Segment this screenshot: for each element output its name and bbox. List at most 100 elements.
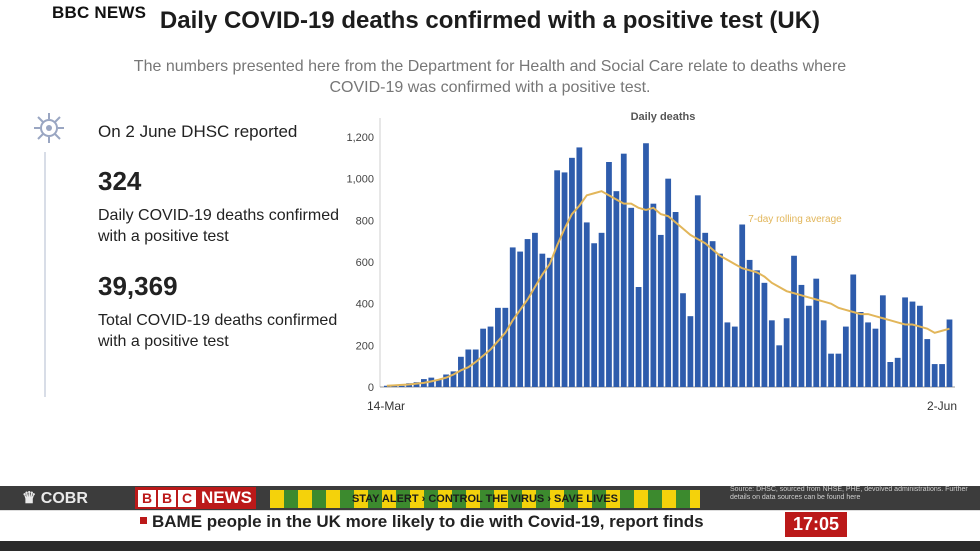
bar [902,297,908,387]
bar [805,305,812,387]
bar [783,318,790,387]
bar [939,364,945,387]
bar [650,203,657,387]
bar [924,339,931,387]
bar [813,278,820,387]
slide-subtitle: The numbers presented here from the Depa… [133,58,847,96]
total-deaths-value: 39,369 [98,271,178,301]
bar [628,207,635,387]
bar [398,385,405,387]
bar [435,379,442,387]
bar [909,301,916,387]
bar [946,319,953,387]
bar [857,312,864,387]
logo-block-b1: B [138,489,156,507]
bar [754,270,760,387]
bar [694,195,701,387]
logo-news-word: NEWS [201,488,252,507]
bar [643,143,649,387]
bar [702,232,709,387]
bar [620,153,627,387]
bar [717,253,723,387]
bar [591,243,598,387]
bar [791,255,797,387]
bar [709,241,716,387]
bbc-news-logo: B B C NEWS [135,487,256,509]
bar [613,191,620,387]
bar [820,320,827,387]
bar [672,212,679,387]
bar [828,353,834,387]
bar [687,316,694,387]
rolling-average-label-box: 7-day rolling average [748,214,842,225]
daily-deaths-label: Daily COVID-19 deaths confirmed with a p… [98,207,339,245]
rolling-average-label: 7-day rolling average [748,214,842,225]
bar [554,170,561,387]
bar [887,362,894,387]
rolling-average-line [386,190,950,387]
crest-icon: ♛ [22,490,37,507]
bar [532,232,538,387]
bar [894,357,901,387]
y-tick-label: 400 [356,299,374,311]
bar [724,322,731,387]
bar [524,239,531,387]
bar [842,326,849,387]
bar [739,224,746,387]
bar [539,253,546,387]
bar [916,305,923,387]
source-note: Source: DHSC, sourced from NHSE, PHE, de… [730,486,968,501]
daily-deaths-chart: Daily deaths 0 200 400 600 800 1,000 1,200 14-… [346,111,957,413]
bar [798,284,805,387]
cobr-text: COBR [40,490,88,507]
y-tick-label: 0 [368,382,374,394]
bar [598,232,605,387]
bottom-strip [0,541,980,551]
y-tick-label: 1,200 [346,132,374,144]
bar [879,295,886,387]
cobr-label: ♛ COBR [22,488,88,508]
bar [746,259,753,387]
bar [583,222,590,387]
bar [569,157,575,387]
bar [657,234,664,387]
bar [731,326,738,387]
timeline-divider [44,152,46,397]
virus-icon [34,113,64,143]
bar [509,247,516,387]
bar [502,307,509,387]
bar [384,385,390,387]
bar [835,353,842,387]
bar [472,349,479,387]
y-tick-label: 200 [356,340,374,352]
x-tick-end: 2-Jun [927,399,957,413]
bar [665,178,672,387]
headline-bullet [140,517,147,524]
stay-alert-banner: STAY ALERT › CONTROL THE VIRUS › SAVE LI… [270,490,700,508]
reported-label: On 2 June DHSC reported [98,122,298,141]
bar [576,147,583,387]
y-tick-label: 1,000 [346,174,374,186]
bar [865,322,871,387]
bar [450,371,457,388]
channel-watermark: BBC NEWS [52,3,147,22]
logo-block-b2: B [158,489,176,507]
bar [761,282,768,387]
bar [606,162,612,387]
bar [487,326,494,387]
logo-block-c: C [178,489,196,507]
bar [546,257,553,387]
chart-title: Daily deaths [631,111,696,123]
bar [561,172,568,387]
bar [443,374,449,387]
daily-deaths-value: 324 [98,166,142,196]
bar [931,364,938,387]
bar [635,287,642,387]
x-tick-start: 14-Mar [367,399,405,413]
clock: 17:05 [785,512,847,537]
bar [776,345,783,387]
bar [480,328,486,387]
bar [680,293,686,387]
bar [872,328,879,387]
bar [768,320,775,387]
